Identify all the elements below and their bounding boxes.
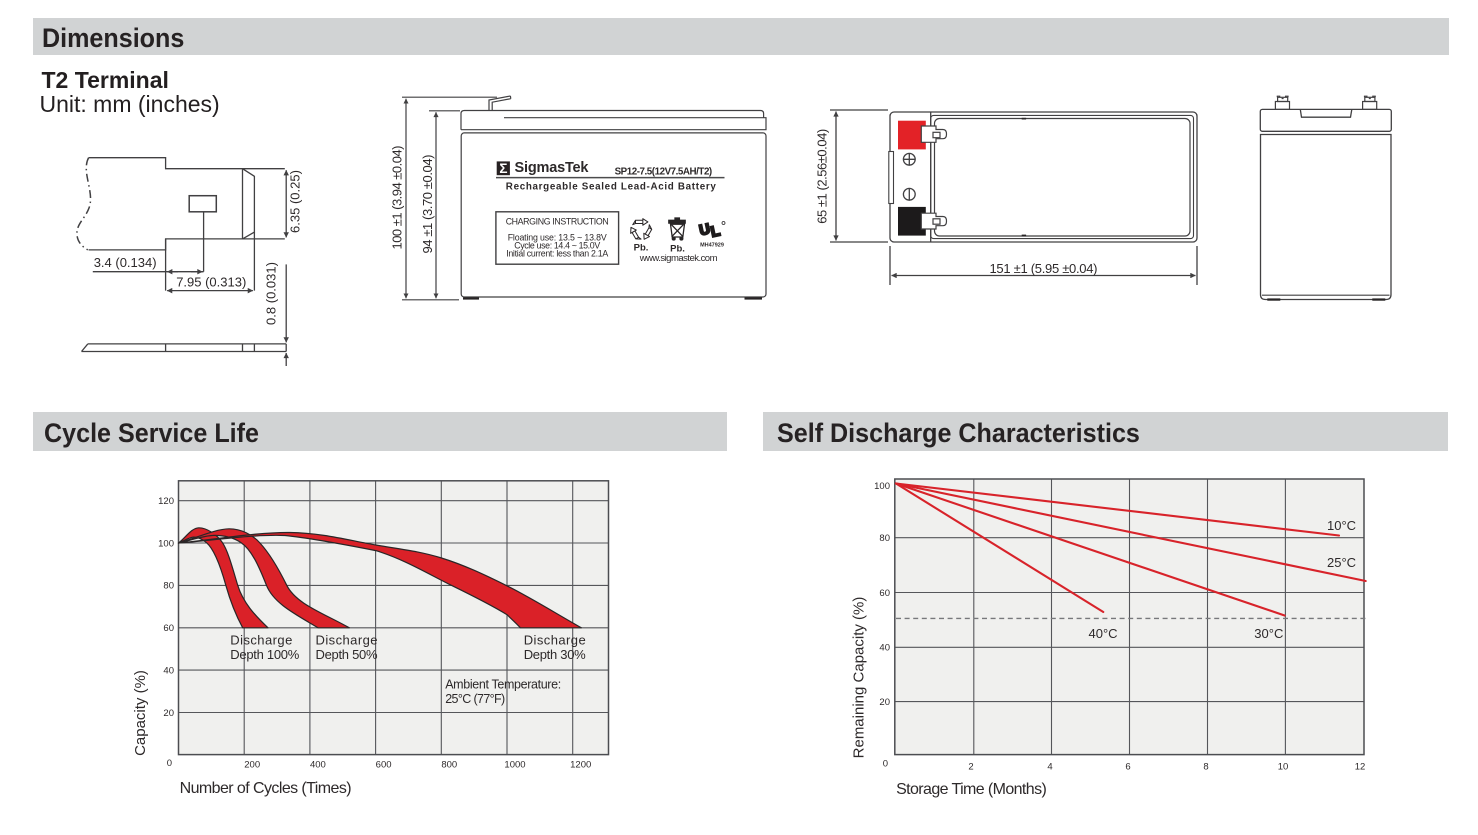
- svg-text:Σ: Σ: [499, 161, 507, 176]
- svg-text:Depth 30%: Depth 30%: [524, 647, 586, 662]
- svg-text:94 ±1 (3.70 ±0.04): 94 ±1 (3.70 ±0.04): [420, 155, 435, 254]
- svg-text:0.8 (0.031): 0.8 (0.031): [264, 262, 279, 325]
- svg-text:Remaining Capacity (%): Remaining Capacity (%): [850, 597, 867, 759]
- svg-text:40: 40: [163, 665, 174, 676]
- svg-text:40: 40: [879, 643, 890, 654]
- svg-text:30°C: 30°C: [1254, 626, 1283, 641]
- svg-text:151 ±1 (5.95 ±0.04): 151 ±1 (5.95 ±0.04): [990, 261, 1098, 276]
- svg-text:www.sigmastek.com: www.sigmastek.com: [639, 253, 718, 264]
- svg-text:SigmasTek: SigmasTek: [515, 160, 590, 176]
- svg-text:200: 200: [244, 760, 260, 771]
- svg-text:Discharge: Discharge: [316, 633, 378, 648]
- svg-text:6.35 (0.25): 6.35 (0.25): [288, 170, 303, 233]
- svg-text:Number of Cycles (Times): Number of Cycles (Times): [180, 780, 352, 797]
- svg-text:7.95 (0.313): 7.95 (0.313): [176, 274, 246, 289]
- svg-text:6: 6: [1125, 762, 1130, 773]
- svg-text:100 ±1 (3.94 ±0.04): 100 ±1 (3.94 ±0.04): [390, 146, 405, 250]
- svg-text:4: 4: [1047, 762, 1052, 773]
- svg-text:U: U: [698, 221, 712, 239]
- svg-text:80: 80: [163, 581, 174, 592]
- svg-text:400: 400: [310, 760, 326, 771]
- svg-text:65 ±1 (2.56±0.04): 65 ±1 (2.56±0.04): [815, 129, 830, 224]
- svg-text:Discharge: Discharge: [230, 633, 292, 648]
- svg-text:800: 800: [441, 760, 457, 771]
- svg-text:12: 12: [1355, 762, 1366, 773]
- svg-text:Capacity (%): Capacity (%): [132, 670, 149, 756]
- svg-text:3.4 (0.134): 3.4 (0.134): [94, 255, 157, 270]
- svg-text:100: 100: [874, 481, 890, 492]
- svg-text:20: 20: [163, 708, 174, 719]
- svg-text:CHARGING INSTRUCTION: CHARGING INSTRUCTION: [506, 217, 609, 227]
- svg-text:Discharge: Discharge: [524, 633, 586, 648]
- svg-text:600: 600: [376, 760, 392, 771]
- svg-text:2: 2: [968, 762, 973, 773]
- svg-text:SP12-7.5(12V7.5AH/T2): SP12-7.5(12V7.5AH/T2): [615, 167, 713, 178]
- svg-text:120: 120: [158, 496, 174, 507]
- svg-text:Depth 50%: Depth 50%: [316, 647, 378, 662]
- svg-text:Initial current: less than 2.1: Initial current: less than 2.1A: [506, 249, 608, 259]
- svg-text:L: L: [710, 223, 722, 241]
- svg-text:Rechargeable Sealed Lead-Acid: Rechargeable Sealed Lead-Acid Battery: [506, 181, 717, 192]
- svg-text:Floating use: 13.5 ~ 13.8V: Floating use: 13.5 ~ 13.8V: [508, 233, 607, 243]
- svg-text:60: 60: [163, 623, 174, 634]
- svg-text:80: 80: [879, 533, 890, 544]
- svg-text:1000: 1000: [504, 760, 525, 771]
- svg-text:100: 100: [158, 538, 174, 549]
- svg-text:0: 0: [167, 758, 172, 769]
- svg-text:0: 0: [883, 759, 888, 770]
- svg-text:1200: 1200: [570, 760, 591, 771]
- svg-text:8: 8: [1203, 762, 1208, 773]
- svg-text:Ambient Temperature:: Ambient Temperature:: [445, 678, 561, 692]
- svg-text:60: 60: [879, 588, 890, 599]
- svg-text:Pb.: Pb.: [670, 244, 685, 255]
- svg-text:25°C: 25°C: [1327, 555, 1356, 570]
- svg-text:25°C (77°F): 25°C (77°F): [445, 692, 505, 706]
- svg-text:Depth 100%: Depth 100%: [230, 647, 299, 662]
- svg-text:MH47929: MH47929: [700, 243, 724, 249]
- svg-text:Storage Time (Months): Storage Time (Months): [896, 781, 1047, 798]
- svg-text:10: 10: [1278, 762, 1289, 773]
- svg-text:Pb.: Pb.: [634, 243, 649, 254]
- svg-text:20: 20: [879, 697, 890, 708]
- svg-text:40°C: 40°C: [1089, 626, 1118, 641]
- svg-text:Cycle use: 14.4 ~ 15.0V: Cycle use: 14.4 ~ 15.0V: [514, 241, 600, 251]
- svg-text:10°C: 10°C: [1327, 518, 1356, 533]
